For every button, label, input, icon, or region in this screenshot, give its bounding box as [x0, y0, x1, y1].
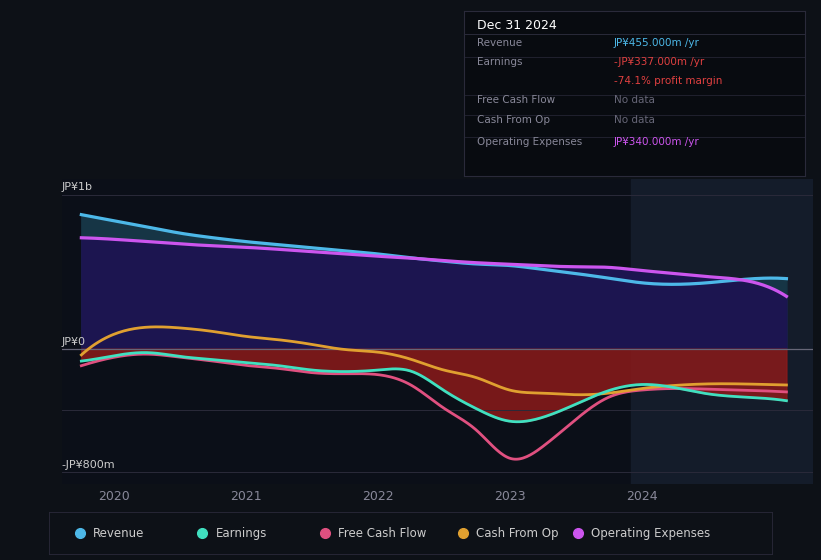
Text: No data: No data	[614, 95, 654, 105]
Text: Earnings: Earnings	[478, 58, 523, 67]
Text: Dec 31 2024: Dec 31 2024	[478, 20, 557, 32]
Text: JP¥0: JP¥0	[62, 337, 85, 347]
Text: -JP¥337.000m /yr: -JP¥337.000m /yr	[614, 58, 704, 67]
Text: JP¥1b: JP¥1b	[62, 182, 93, 192]
Text: Cash From Op: Cash From Op	[475, 527, 558, 540]
Text: Free Cash Flow: Free Cash Flow	[338, 527, 427, 540]
Text: Revenue: Revenue	[93, 527, 144, 540]
Text: No data: No data	[614, 115, 654, 125]
Text: Revenue: Revenue	[478, 38, 523, 48]
Bar	[631, 179, 813, 484]
Text: Free Cash Flow: Free Cash Flow	[478, 95, 556, 105]
Text: Operating Expenses: Operating Expenses	[478, 137, 583, 147]
Text: JP¥340.000m /yr: JP¥340.000m /yr	[614, 137, 699, 147]
Text: Earnings: Earnings	[215, 527, 267, 540]
Text: JP¥455.000m /yr: JP¥455.000m /yr	[614, 38, 699, 48]
Text: -JP¥800m: -JP¥800m	[62, 460, 115, 470]
Text: -74.1% profit margin: -74.1% profit margin	[614, 76, 722, 86]
Text: Operating Expenses: Operating Expenses	[591, 527, 710, 540]
Text: Cash From Op: Cash From Op	[478, 115, 551, 125]
